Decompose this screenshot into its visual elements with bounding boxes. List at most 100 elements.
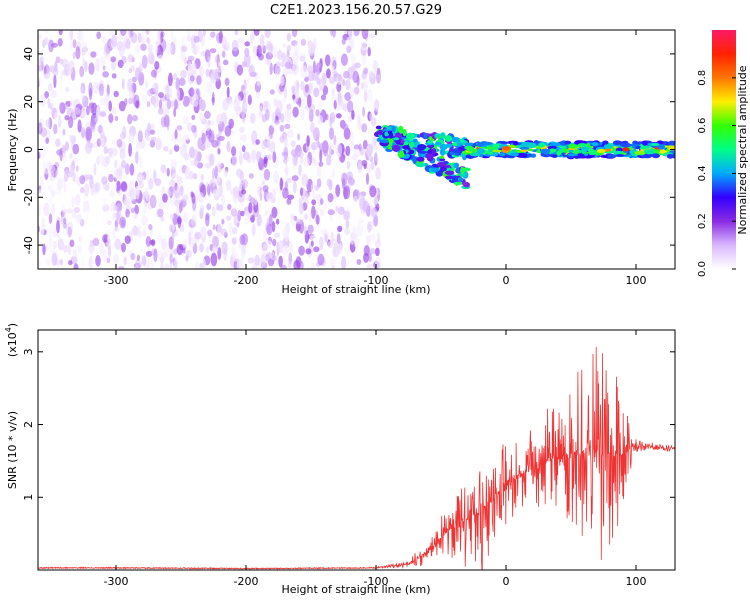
snr-y-label: SNR (10 * v/v) (6, 411, 19, 489)
noise-cell (306, 135, 310, 147)
noise-cell (67, 242, 71, 256)
noise-cell (324, 202, 328, 211)
noise-cell (224, 169, 228, 178)
x-tick-label: 100 (626, 575, 647, 588)
y-tick-label: 20 (22, 95, 35, 109)
noise-cell (131, 207, 135, 214)
noise-cell (353, 195, 358, 203)
noise-cell (180, 45, 188, 52)
carrier-cell (611, 150, 623, 154)
noise-cell (86, 105, 90, 116)
chart-title: C2E1.2023.156.20.57.G29 (270, 3, 442, 18)
noise-cell (336, 233, 341, 245)
transition-cell (376, 137, 382, 142)
noise-cell (48, 184, 53, 192)
noise-cell (238, 180, 243, 192)
noise-cell (165, 87, 173, 100)
noise-cell (38, 77, 41, 85)
noise-cell (175, 77, 180, 91)
noise-cell (365, 172, 370, 185)
noise-cell (73, 263, 79, 269)
noise-cell (124, 191, 130, 201)
noise-cell (297, 151, 304, 158)
noise-cell (176, 243, 184, 256)
noise-cell (62, 245, 69, 253)
carrier-cell (657, 144, 665, 150)
noise-cell (101, 35, 107, 44)
noise-cell (298, 164, 302, 176)
noise-cell (137, 174, 145, 182)
noise-cell (124, 98, 128, 107)
noise-cell (273, 170, 279, 184)
noise-cell (42, 39, 46, 48)
noise-cell (179, 185, 184, 197)
transition-cell (392, 144, 401, 152)
noise-cell (237, 37, 245, 44)
noise-cell (274, 64, 278, 78)
noise-cell (154, 178, 162, 187)
noise-cell (117, 59, 124, 69)
noise-cell (183, 56, 187, 65)
noise-cell (316, 71, 320, 79)
noise-cell (375, 239, 381, 248)
noise-cell (73, 107, 81, 115)
noise-cell (185, 255, 189, 262)
noise-cell (48, 65, 56, 73)
noise-cell (138, 156, 143, 169)
transition-cell (440, 132, 446, 139)
noise-cell (293, 259, 301, 269)
snr-x-label: Height of straight line (km) (281, 583, 430, 596)
colorbar-tick-label: 0.8 (697, 70, 708, 86)
transition-cell (439, 148, 446, 156)
noise-cell (361, 30, 369, 40)
noise-cell (160, 261, 164, 269)
noise-cell (81, 111, 87, 119)
noise-cell (247, 94, 252, 106)
noise-cell (346, 100, 354, 113)
noise-cell (262, 230, 268, 242)
snr-series-line (38, 347, 675, 570)
noise-cell (335, 184, 341, 198)
colorbar-tick-label: 0.2 (697, 213, 708, 229)
noise-cell (145, 250, 153, 257)
noise-cell (354, 236, 360, 249)
noise-cell (106, 235, 111, 242)
noise-cell (202, 258, 206, 269)
noise-cell (158, 99, 163, 110)
noise-cell (128, 97, 134, 105)
snr-multiplier-exp: 4 (4, 327, 13, 332)
noise-cell (54, 111, 62, 124)
noise-cell (155, 138, 162, 151)
noise-cell (316, 77, 321, 85)
noise-cell (327, 209, 335, 216)
transition-cell (426, 140, 434, 144)
noise-cell (198, 112, 205, 122)
noise-cell (269, 251, 276, 261)
noise-cell (75, 46, 81, 60)
noise-cell (307, 65, 314, 74)
y-tick-label: 40 (22, 47, 35, 61)
noise-cell (231, 153, 237, 167)
noise-cell (317, 114, 324, 125)
transition-cell (439, 143, 448, 151)
noise-cell (77, 119, 82, 133)
noise-cell (230, 208, 238, 217)
noise-cell (258, 53, 264, 61)
noise-cell (331, 65, 335, 75)
noise-cell (179, 132, 182, 145)
noise-cell (271, 206, 278, 219)
noise-cell (218, 183, 223, 198)
noise-cell (336, 143, 343, 158)
noise-cell (130, 187, 136, 202)
spectrogram-cells (38, 30, 675, 269)
noise-cell (98, 153, 105, 166)
carrier-cell (549, 148, 557, 153)
noise-cell (291, 30, 298, 38)
noise-cell (77, 245, 82, 254)
noise-cell (94, 182, 101, 192)
noise-cell (189, 248, 193, 259)
noise-cell (58, 30, 63, 36)
noise-cell (61, 58, 69, 68)
noise-cell (136, 230, 144, 238)
